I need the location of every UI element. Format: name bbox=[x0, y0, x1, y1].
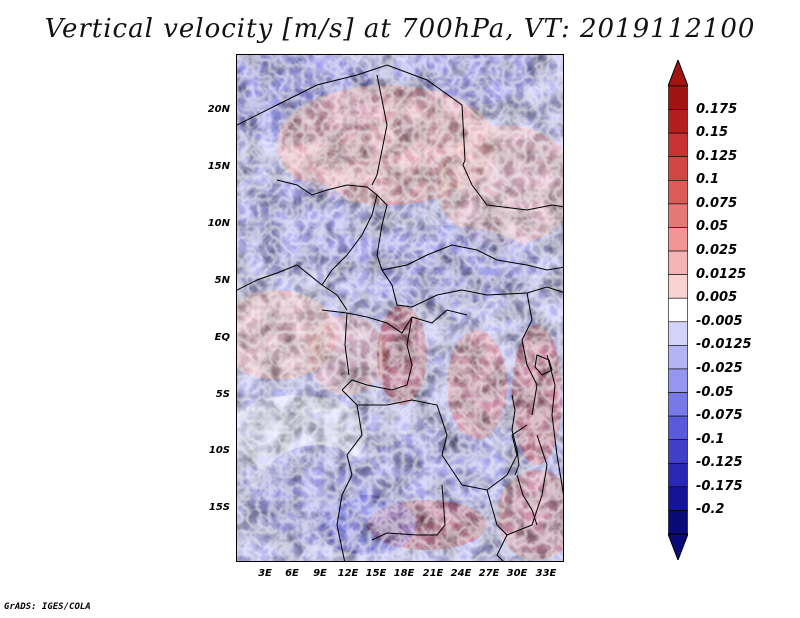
colorbar-swatch bbox=[668, 462, 688, 488]
colorbar-label: -0.1 bbox=[696, 431, 725, 447]
colorbar-bottom-triangle bbox=[668, 533, 688, 560]
velocity-map bbox=[236, 54, 564, 562]
colorbar-label: 0.005 bbox=[696, 290, 738, 306]
colorbar-label: -0.175 bbox=[696, 478, 743, 494]
colorbar-label: 0.05 bbox=[696, 219, 729, 235]
colorbar-swatch bbox=[668, 297, 688, 323]
lat-label: 20N bbox=[207, 104, 230, 115]
lon-label: 30E bbox=[506, 568, 528, 579]
colorbar-label: -0.125 bbox=[696, 455, 743, 471]
colorbar-swatch bbox=[668, 180, 688, 205]
colorbar-swatch bbox=[668, 510, 688, 535]
colorbar-swatch bbox=[668, 227, 688, 252]
colorbar-swatch bbox=[668, 132, 688, 158]
lat-label: 10N bbox=[207, 218, 230, 229]
chart-title: Vertical velocity [m/s] at 700hPa, VT: 2… bbox=[44, 14, 756, 44]
colorbar-top-triangle bbox=[668, 60, 688, 87]
lon-label: 27E bbox=[478, 568, 500, 579]
colorbar-label: 0.15 bbox=[696, 125, 729, 141]
country-borders bbox=[237, 64, 563, 561]
colorbar-swatch bbox=[668, 439, 688, 464]
lon-label: 3E bbox=[258, 568, 272, 579]
lon-label: 24E bbox=[450, 568, 472, 579]
colorbar-swatch bbox=[668, 415, 688, 440]
colorbar-swatch bbox=[668, 156, 688, 181]
colorbar-swatch bbox=[668, 368, 688, 393]
colorbar-label: 0.1 bbox=[696, 172, 720, 188]
colorbar-label: -0.05 bbox=[696, 384, 734, 400]
colorbar-swatch bbox=[668, 392, 688, 417]
colorbar-label: 0.175 bbox=[696, 101, 738, 117]
grads-credit: GrADS: IGES/COLA bbox=[4, 602, 91, 612]
lakes bbox=[511, 354, 553, 526]
lat-label: EQ bbox=[214, 332, 230, 343]
colorbar-swatch bbox=[668, 321, 688, 346]
lat-label: 10S bbox=[208, 445, 230, 456]
colorbar-swatch bbox=[668, 109, 688, 134]
lon-label: 12E bbox=[337, 568, 359, 579]
colorbar-label: -0.0125 bbox=[696, 337, 752, 353]
lat-label: 5N bbox=[214, 275, 230, 286]
colorbar-swatch bbox=[668, 85, 688, 110]
velocity-field bbox=[237, 55, 563, 561]
lon-label: 15E bbox=[365, 568, 387, 579]
colorbar-label: -0.005 bbox=[696, 313, 743, 329]
colorbar-label: 0.0125 bbox=[696, 266, 747, 282]
lon-label: 18E bbox=[393, 568, 415, 579]
colorbar-swatch bbox=[668, 203, 688, 228]
lon-label: 33E bbox=[535, 568, 557, 579]
colorbar-label: 0.075 bbox=[696, 195, 738, 211]
colorbar-swatch bbox=[668, 345, 688, 370]
colorbar-label: -0.025 bbox=[696, 360, 743, 376]
colorbar-label: -0.075 bbox=[696, 408, 743, 424]
lat-label: 5S bbox=[215, 389, 230, 400]
colorbar-label: 0.025 bbox=[696, 243, 738, 259]
colorbar-swatch bbox=[668, 486, 688, 511]
colorbar bbox=[668, 60, 688, 560]
lon-label: 9E bbox=[313, 568, 327, 579]
colorbar-label: -0.2 bbox=[696, 502, 725, 518]
lat-label: 15N bbox=[207, 161, 230, 172]
lon-label: 21E bbox=[422, 568, 444, 579]
colorbar-swatch bbox=[668, 250, 688, 275]
colorbar-label: 0.125 bbox=[696, 148, 738, 164]
lon-label: 6E bbox=[285, 568, 299, 579]
lat-label: 15S bbox=[208, 502, 230, 513]
colorbar-swatch bbox=[668, 274, 688, 299]
